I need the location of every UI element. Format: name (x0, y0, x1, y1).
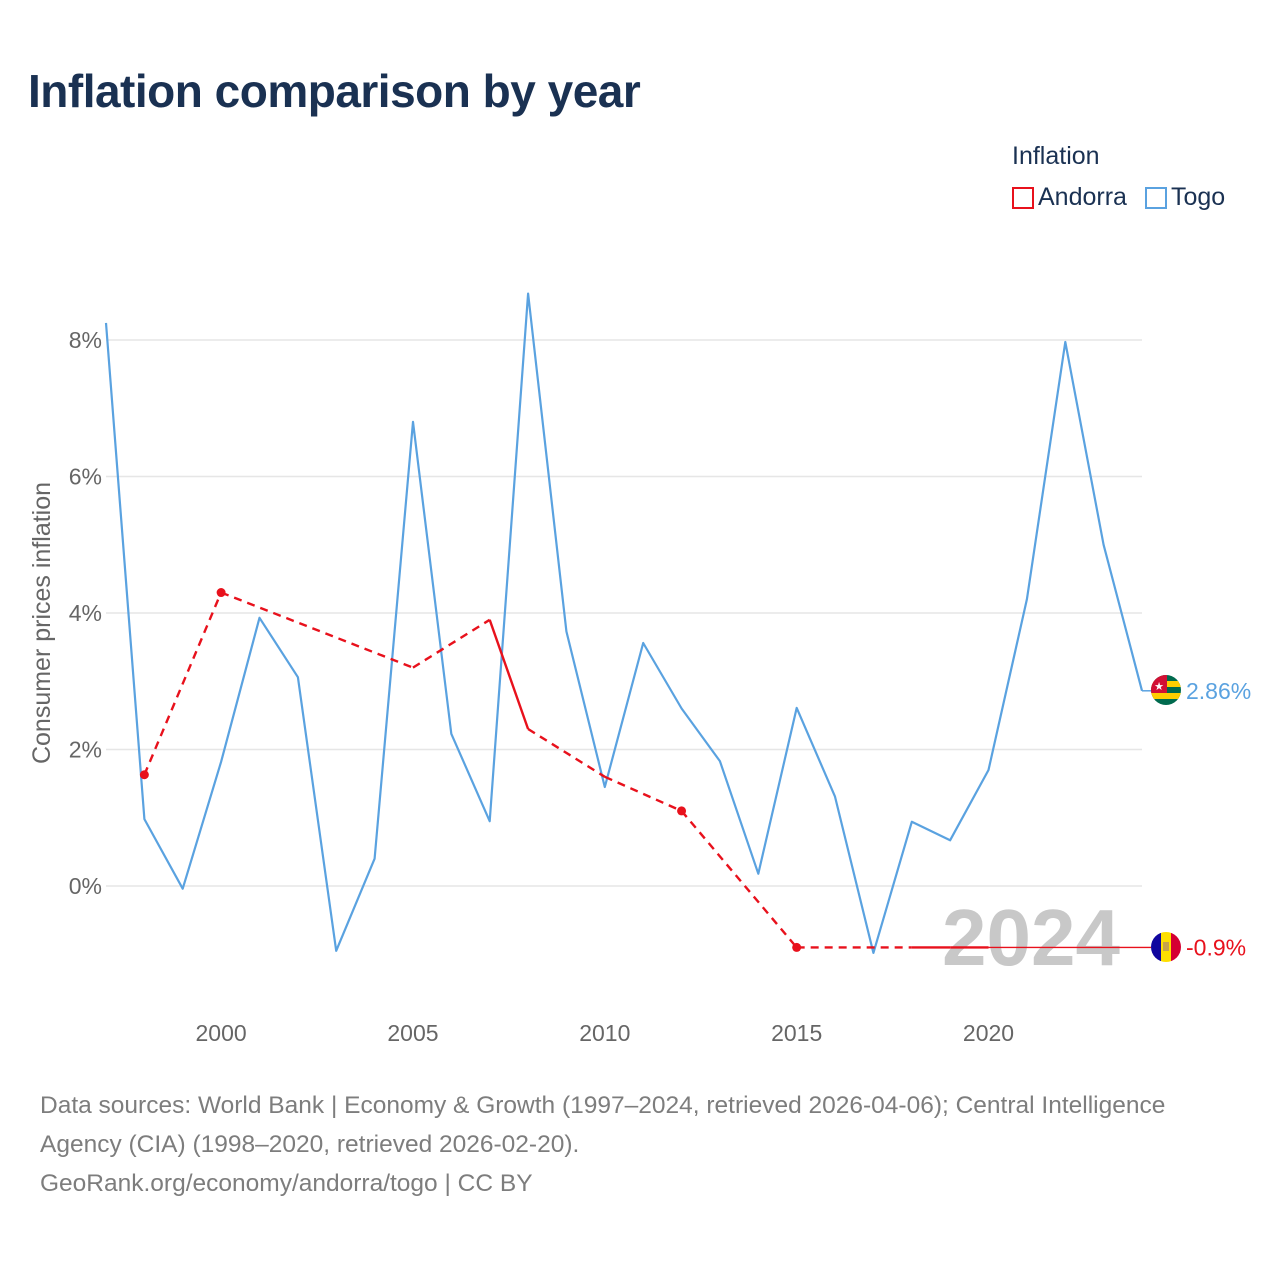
y-tick-label: 8% (69, 327, 102, 353)
x-tick-label: 2010 (579, 1020, 630, 1046)
data-sources-line-1: Data sources: World Bank | Economy & Gro… (40, 1092, 1166, 1119)
chart-title: Inflation comparison by year (28, 65, 641, 117)
series-segment-andorra (488, 619, 530, 730)
series-segment-andorra (527, 728, 606, 778)
legend: Inflation Andorra Togo (1012, 142, 1225, 212)
series-segment-andorra (680, 810, 798, 949)
y-tick-label: 2% (69, 737, 102, 763)
inflation-line-chart: 0% 2% 4% 6% 8% 2000 2005 2010 2015 2020 Consumer… (28, 292, 1251, 1046)
legend-swatch-togo (1144, 186, 1167, 209)
x-axis: 2000 2005 2010 2015 2020 (196, 1020, 1015, 1046)
series-marker-andorra (792, 942, 802, 952)
legend-swatch-andorra (1012, 186, 1034, 209)
x-tick-label: 2000 (196, 1020, 247, 1046)
legend-item-andorra[interactable]: Andorra (1012, 183, 1127, 212)
legend-label-andorra: Andorra (1038, 183, 1127, 211)
togo-flag-icon: ★ (1151, 675, 1181, 705)
series-marker-andorra (216, 588, 226, 598)
series-line-togo (104, 292, 1144, 955)
end-label-togo: 2.86% (1186, 678, 1251, 704)
series-marker-andorra (139, 770, 149, 780)
series-segment-andorra (412, 618, 491, 669)
legend-item-togo[interactable]: Togo (1144, 183, 1226, 212)
x-tick-label: 2005 (387, 1020, 438, 1046)
credit-link[interactable]: GeoRank.org/economy/andorra/togo | CC BY (40, 1170, 533, 1197)
legend-title: Inflation (1012, 142, 1100, 170)
end-label-andorra: -0.9% (1186, 934, 1246, 960)
year-watermark: 2024 (942, 893, 1120, 982)
x-tick-label: 2015 (771, 1020, 822, 1046)
y-tick-label: 0% (69, 873, 102, 899)
data-sources-line-2: Agency (CIA) (1998–2020, retrieved 2026-… (40, 1131, 580, 1158)
legend-label-togo: Togo (1170, 183, 1226, 211)
y-axis-label: Consumer prices inflation (28, 482, 56, 764)
x-tick-label: 2020 (963, 1020, 1014, 1046)
y-axis: 0% 2% 4% 6% 8% (69, 327, 102, 899)
grid-lines (106, 339, 1142, 887)
series-segment-andorra (220, 591, 414, 669)
y-tick-label: 6% (69, 464, 102, 490)
series-marker-andorra (677, 806, 687, 816)
series-segment-andorra (143, 592, 223, 776)
footer: Data sources: World Bank | Economy & Gro… (40, 1086, 1250, 1203)
svg-text:★: ★ (1154, 680, 1164, 693)
series-segment-andorra (604, 775, 683, 813)
series-lines: 2.86% -0.9% (104, 292, 1251, 960)
andorra-flag-icon (1151, 932, 1181, 962)
y-tick-label: 4% (69, 600, 102, 626)
